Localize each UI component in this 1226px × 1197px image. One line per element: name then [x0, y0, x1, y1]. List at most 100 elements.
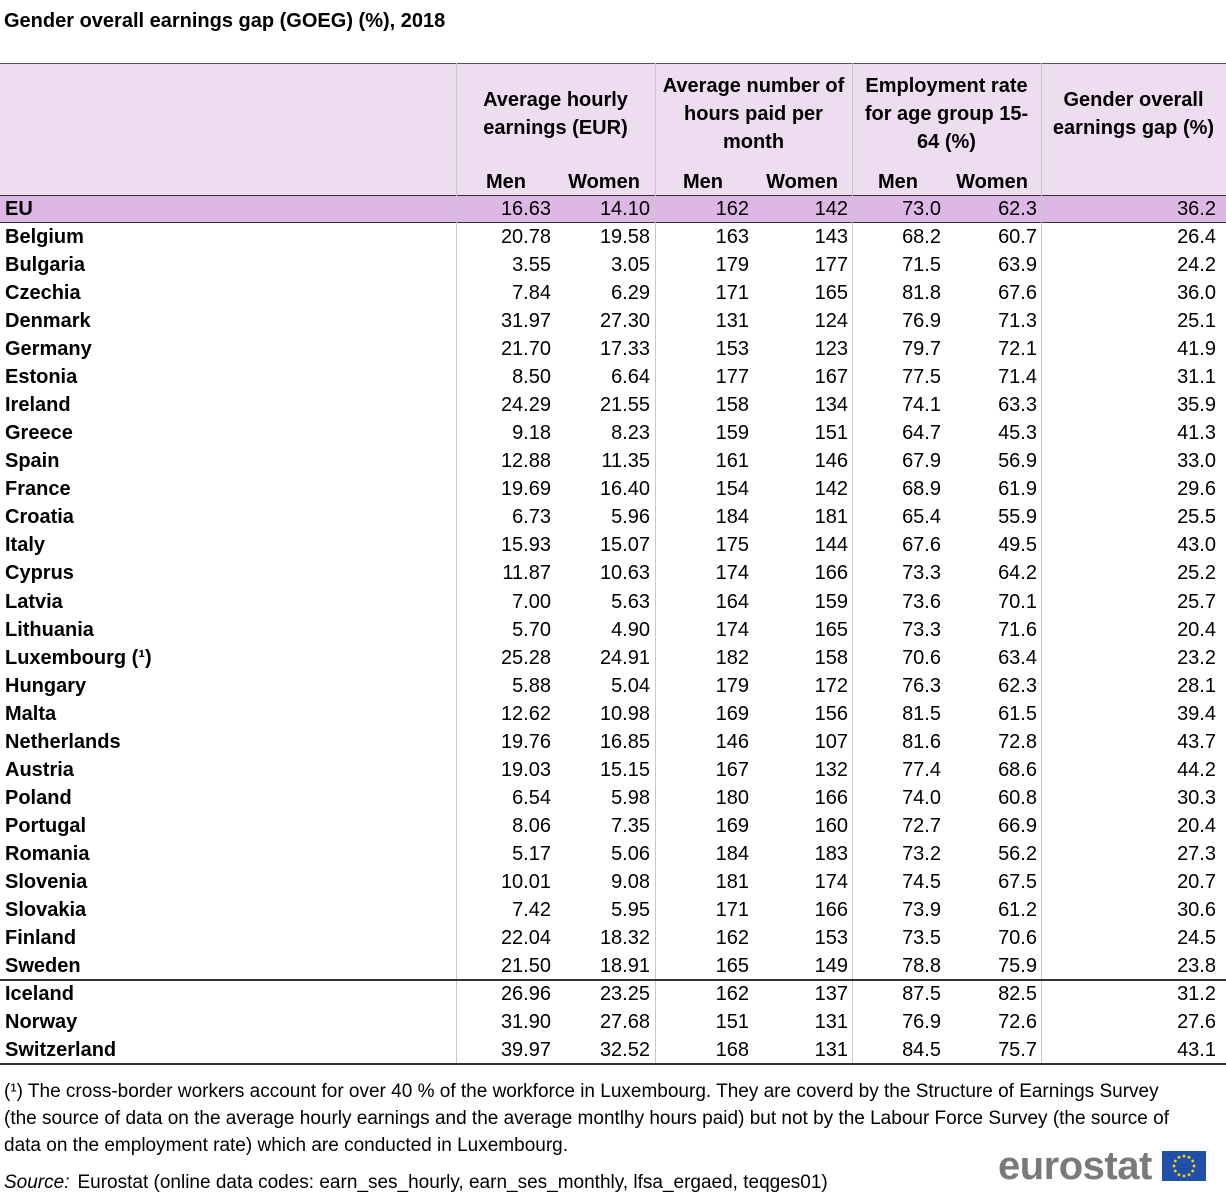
cell-value: 20.4: [1177, 814, 1216, 837]
row-label: Estonia: [5, 366, 78, 389]
cell-value: 9.18: [512, 422, 551, 445]
cell-value: 12.62: [500, 702, 551, 725]
cell-value: 20.78: [500, 226, 551, 248]
cell-value: 31.1: [1177, 366, 1216, 389]
cell-value: 158: [715, 394, 749, 417]
cell-value: 61.9: [998, 478, 1037, 501]
row-label: Slovenia: [5, 870, 88, 893]
cell-value: 5.04: [611, 674, 650, 697]
cell-value: 161: [715, 450, 749, 473]
cell-value: 132: [814, 758, 848, 781]
cell-value: 72.8: [998, 730, 1037, 753]
cell-value: 71.6: [998, 618, 1037, 641]
cell-value: 41.9: [1177, 338, 1216, 361]
cell-value: 142: [814, 478, 848, 501]
logo-text: eurostat: [998, 1144, 1152, 1188]
cell-value: 144: [814, 534, 848, 557]
cell-value: 25.5: [1177, 506, 1216, 529]
cell-value: 67.5: [998, 870, 1037, 893]
cell-value: 146: [814, 450, 848, 473]
cell-value: 160: [814, 814, 848, 837]
cell-value: 179: [715, 674, 749, 697]
cell-value: 6.54: [512, 786, 551, 809]
row-label: Switzerland: [5, 1039, 117, 1062]
cell-value: 7.00: [512, 590, 551, 613]
row-label: France: [5, 478, 71, 501]
cell-value: 71.4: [998, 366, 1037, 389]
cell-value: 41.3: [1177, 422, 1216, 445]
cell-value: 23.25: [599, 983, 650, 1006]
cell-value: 175: [715, 534, 749, 557]
sub-header: Women: [568, 171, 640, 193]
cell-value: 68.9: [902, 478, 941, 501]
cell-value: 81.8: [902, 282, 941, 305]
cell-value: 131: [715, 310, 749, 333]
cell-value: 123: [814, 338, 848, 361]
cell-value: 76.9: [902, 1011, 941, 1034]
cell-value: 146: [715, 730, 749, 753]
cell-value: 61.2: [998, 898, 1037, 921]
cell-value: 7.42: [512, 898, 551, 921]
title: Gender overall earnings gap (GOEG) (%), …: [4, 10, 446, 32]
cell-value: 6.73: [512, 506, 551, 529]
cell-value: 168: [715, 1039, 749, 1062]
cell-value: 31.90: [500, 1011, 551, 1034]
cell-value: 43.7: [1177, 730, 1216, 753]
cell-value: 60.7: [998, 226, 1037, 248]
cell-value: 165: [715, 955, 749, 978]
cell-value: 87.5: [902, 983, 941, 1006]
cell-value: 24.5: [1177, 927, 1216, 949]
source: Source: Eurostat (online data codes: earn…: [4, 1169, 828, 1196]
cell-value: 27.30: [599, 310, 650, 333]
cell-value: 71.3: [998, 310, 1037, 333]
cell-value: 72.7: [902, 814, 941, 837]
cell-value: 79.7: [902, 338, 941, 361]
cell-value: 172: [814, 674, 848, 697]
cell-value: 64.2: [998, 562, 1037, 585]
cell-value: 74.5: [902, 870, 941, 893]
cell-value: 63.3: [998, 394, 1037, 417]
row-label: Austria: [5, 758, 74, 781]
cell-value: 23.8: [1177, 955, 1216, 978]
cell-value: 30.6: [1177, 898, 1216, 921]
cell-value: 82.5: [998, 983, 1037, 1006]
cell-value: 64.7: [902, 422, 941, 445]
cell-value: 72.6: [998, 1011, 1037, 1034]
cell-value: 19.58: [599, 226, 650, 248]
row-label: Norway: [5, 1011, 78, 1034]
cell-value: 8.50: [512, 366, 551, 389]
row-label: Czechia: [5, 282, 81, 305]
row-label: Latvia: [5, 590, 63, 613]
cell-value: 5.63: [611, 590, 650, 613]
cell-value: 10.98: [599, 702, 650, 725]
cell-value: 184: [715, 506, 749, 529]
cell-value: 17.33: [599, 338, 650, 361]
group-header: Average number of hours paid per month: [662, 75, 845, 153]
cell-value: 73.6: [902, 590, 941, 613]
cell-value: 16.85: [599, 730, 650, 753]
cell-value: 165: [814, 618, 848, 641]
sub-header: Women: [766, 171, 838, 193]
cell-value: 73.9: [902, 898, 941, 921]
cell-value: 180: [715, 786, 749, 809]
cell-value: 3.05: [611, 254, 650, 277]
cell-value: 35.9: [1177, 394, 1216, 417]
cell-value: 15.07: [599, 534, 650, 557]
row-label: Iceland: [5, 983, 74, 1006]
cell-value: 10.01: [500, 870, 551, 893]
cell-value: 68.6: [998, 758, 1037, 781]
cell-value: 5.95: [611, 898, 650, 921]
sub-header: Women: [956, 171, 1028, 193]
cell-value: 174: [814, 870, 848, 893]
row-label: Sweden: [5, 955, 81, 978]
table-bottom: [0, 1063, 1226, 1065]
footnote: (¹) The cross-border workers account for…: [4, 1081, 1169, 1156]
cell-value: 67.6: [902, 534, 941, 557]
cell-value: 11.35: [601, 450, 650, 473]
cell-value: 60.8: [998, 786, 1037, 809]
cell-value: 20.4: [1177, 618, 1216, 641]
cell-value: 143: [814, 226, 848, 248]
column-divider: [852, 63, 853, 1065]
group-header: Employment rate for age group 15-64 (%): [864, 75, 1029, 153]
